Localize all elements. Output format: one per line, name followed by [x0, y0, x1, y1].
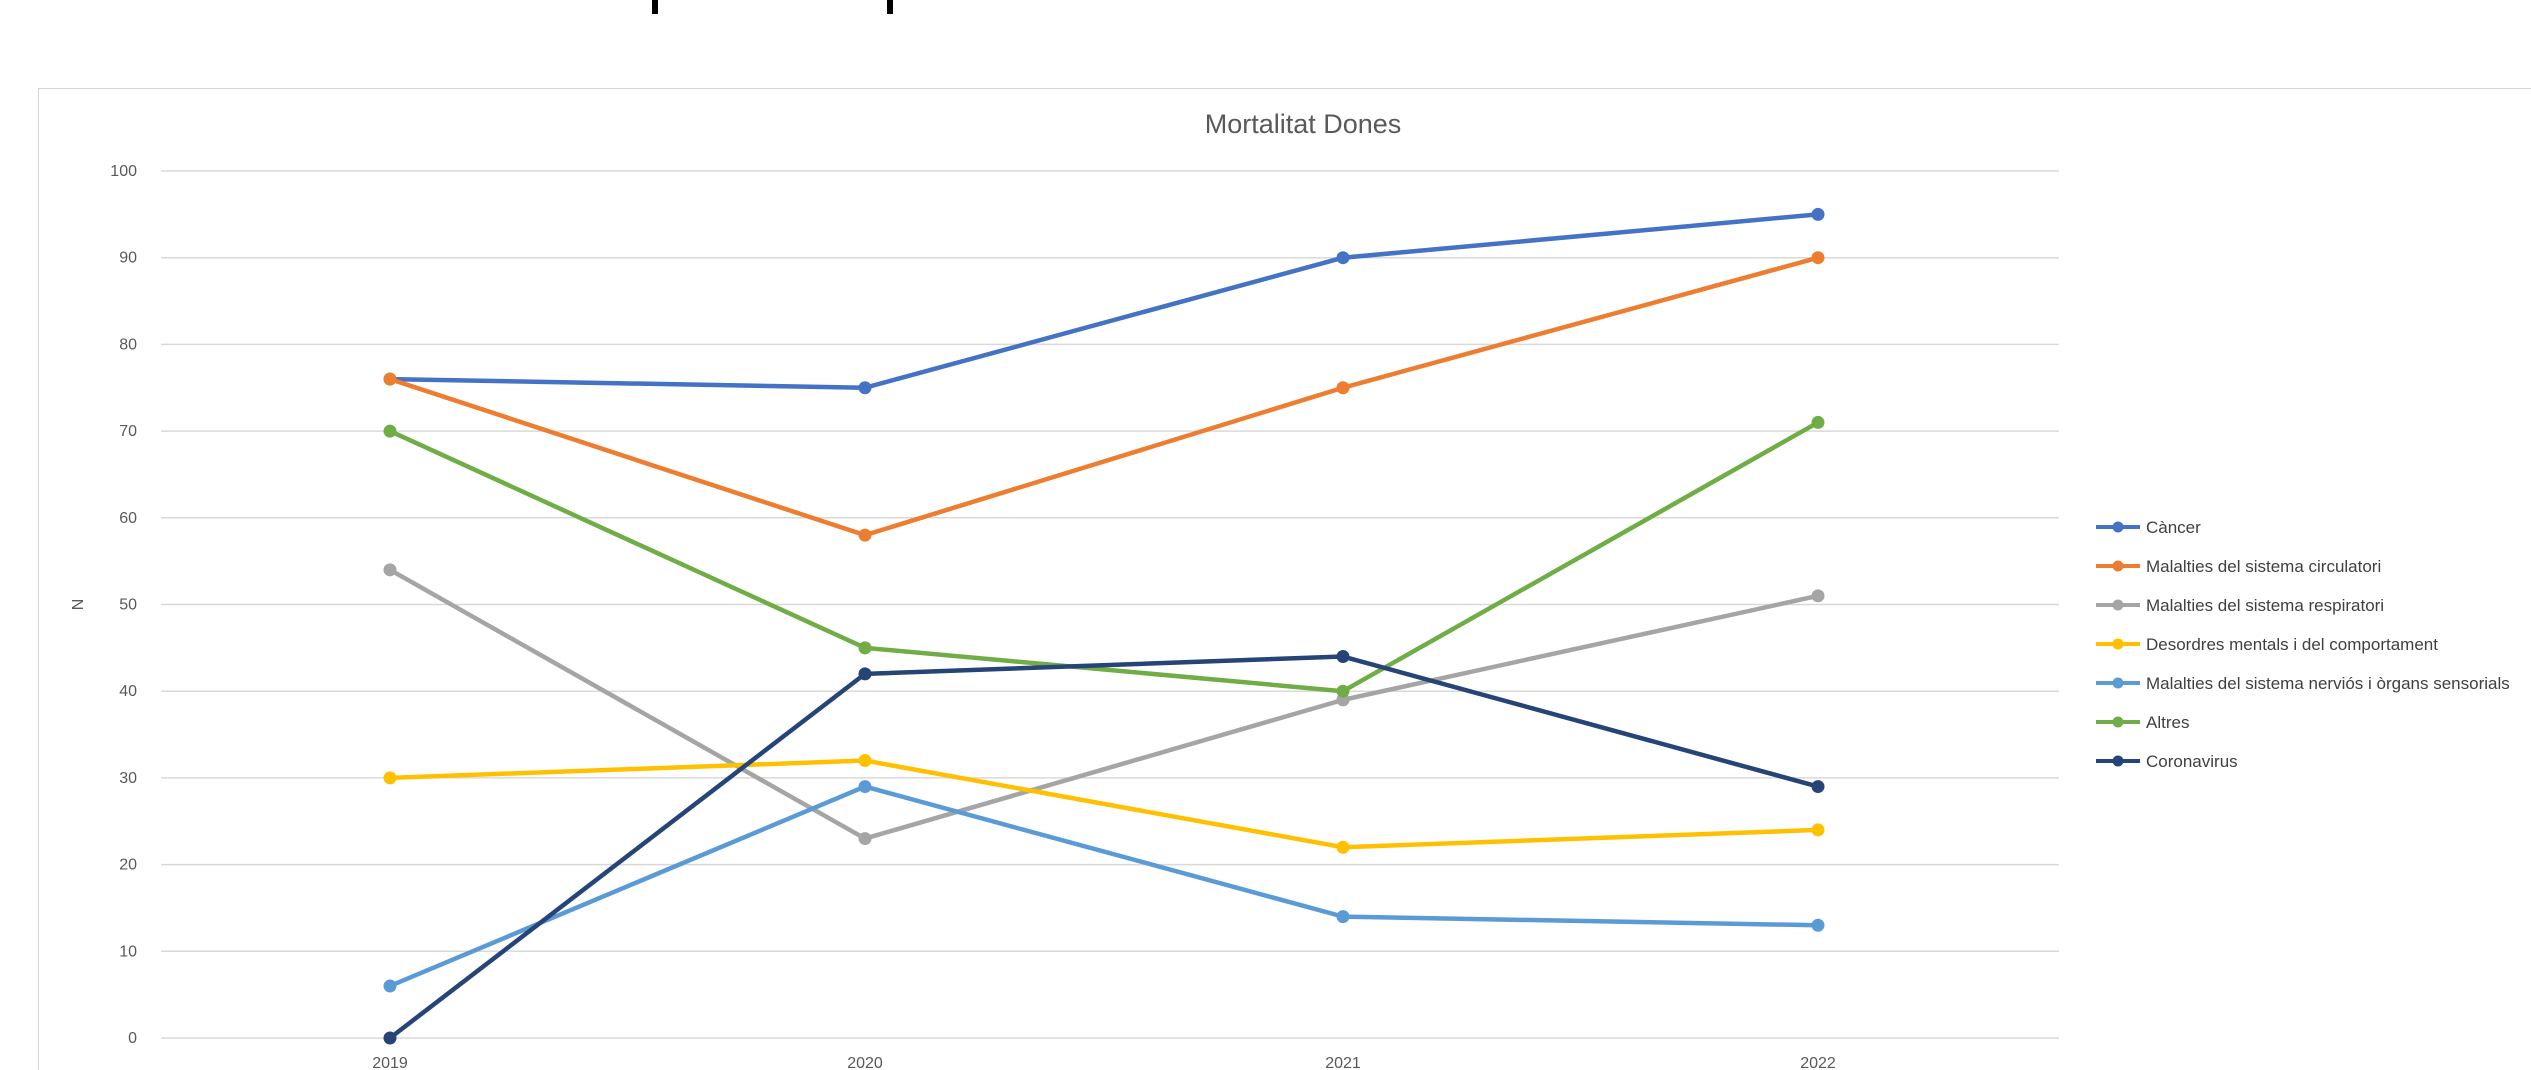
data-point	[383, 424, 397, 438]
legend-label: Malalties del sistema nerviós i òrgans s…	[2146, 674, 2510, 693]
series-line	[387, 212, 1821, 390]
legend-item: Malalties del sistema respiratori	[2096, 596, 2384, 615]
legend: Càncer Malalties del sistema circulatori M…	[2096, 518, 2510, 771]
data-point	[1811, 589, 1825, 603]
data-point	[1336, 684, 1350, 698]
legend-marker	[2112, 521, 2124, 533]
data-point	[858, 667, 872, 681]
data-point	[858, 641, 872, 655]
legend-label: Altres	[2146, 713, 2189, 732]
x-axis-ticks: 2019 2020 2021 2022	[372, 1055, 1836, 1070]
top-edge-mark	[887, 0, 893, 14]
data-point	[1811, 780, 1825, 794]
data-point	[1811, 823, 1825, 837]
data-point	[1336, 910, 1350, 924]
data-point	[858, 832, 872, 846]
legend-label: Malalties del sistema circulatori	[2146, 557, 2381, 576]
series-lines	[383, 207, 1825, 1045]
legend-label: Malalties del sistema respiratori	[2146, 596, 2384, 615]
legend-marker	[2112, 755, 2124, 767]
data-point	[1336, 251, 1350, 265]
data-point	[383, 771, 397, 785]
x-tick-label: 2022	[1800, 1055, 1836, 1070]
data-point	[858, 528, 872, 542]
chart-area: Mortalitat Dones N 0 10 20 30 40 50 60 70 80 90 10…	[38, 88, 2531, 1070]
y-axis-label: N	[70, 599, 87, 611]
series-group	[383, 650, 1825, 1045]
y-tick-label: 10	[119, 943, 137, 960]
series-line	[387, 758, 1821, 850]
data-point	[858, 381, 872, 395]
legend-item: Coronavirus	[2096, 752, 2238, 771]
series-line	[387, 654, 1821, 1041]
y-tick-label: 0	[128, 1030, 137, 1047]
data-point	[383, 372, 397, 386]
data-point	[1811, 251, 1825, 265]
x-tick-label: 2020	[847, 1055, 883, 1070]
y-tick-label: 50	[119, 597, 137, 614]
legend-item: Càncer	[2096, 518, 2201, 537]
chart-title: Mortalitat Dones	[1205, 109, 1402, 139]
data-point	[1811, 207, 1825, 221]
data-point	[1336, 381, 1350, 395]
series-line	[387, 567, 1821, 841]
y-tick-label: 90	[119, 250, 137, 267]
legend-marker	[2112, 716, 2124, 728]
legend-item: Altres	[2096, 713, 2189, 732]
series-group	[383, 780, 1825, 993]
y-tick-label: 30	[119, 770, 137, 787]
data-point	[1811, 415, 1825, 429]
series-line	[387, 784, 1821, 989]
y-tick-label: 100	[110, 163, 137, 180]
y-axis-ticks: 0 10 20 30 40 50 60 70 80 90 100	[110, 163, 137, 1047]
y-tick-label: 70	[119, 423, 137, 440]
line-chart: Mortalitat Dones N 0 10 20 30 40 50 60 70 80 90 10…	[70, 109, 2510, 1070]
legend-item: Malalties del sistema circulatori	[2096, 557, 2381, 576]
x-tick-label: 2019	[372, 1055, 408, 1070]
legend-marker	[2112, 677, 2124, 689]
legend-marker	[2112, 638, 2124, 650]
top-edge-mark	[652, 0, 658, 14]
y-tick-label: 40	[119, 683, 137, 700]
legend-marker	[2112, 599, 2124, 611]
data-point	[383, 979, 397, 993]
series-line	[387, 420, 1821, 694]
data-point	[858, 754, 872, 768]
legend-item: Desordres mentals i del comportament	[2096, 635, 2438, 654]
legend-marker	[2112, 560, 2124, 572]
legend-item: Malalties del sistema nerviós i òrgans s…	[2096, 674, 2510, 693]
y-tick-label: 20	[119, 857, 137, 874]
legend-label: Coronavirus	[2146, 752, 2238, 771]
x-tick-label: 2021	[1325, 1055, 1361, 1070]
data-point	[1336, 840, 1350, 854]
series-group	[383, 415, 1825, 698]
data-point	[383, 1031, 397, 1045]
legend-label: Desordres mentals i del comportament	[2146, 635, 2438, 654]
data-point	[1811, 918, 1825, 932]
y-tick-label: 80	[119, 336, 137, 353]
series-group	[383, 207, 1825, 395]
data-point	[858, 780, 872, 794]
series-line	[387, 255, 1821, 538]
legend-label: Càncer	[2146, 518, 2201, 537]
data-point	[383, 563, 397, 577]
y-tick-label: 60	[119, 510, 137, 527]
data-point	[1336, 650, 1350, 664]
series-group	[383, 754, 1825, 854]
series-group	[383, 251, 1825, 542]
